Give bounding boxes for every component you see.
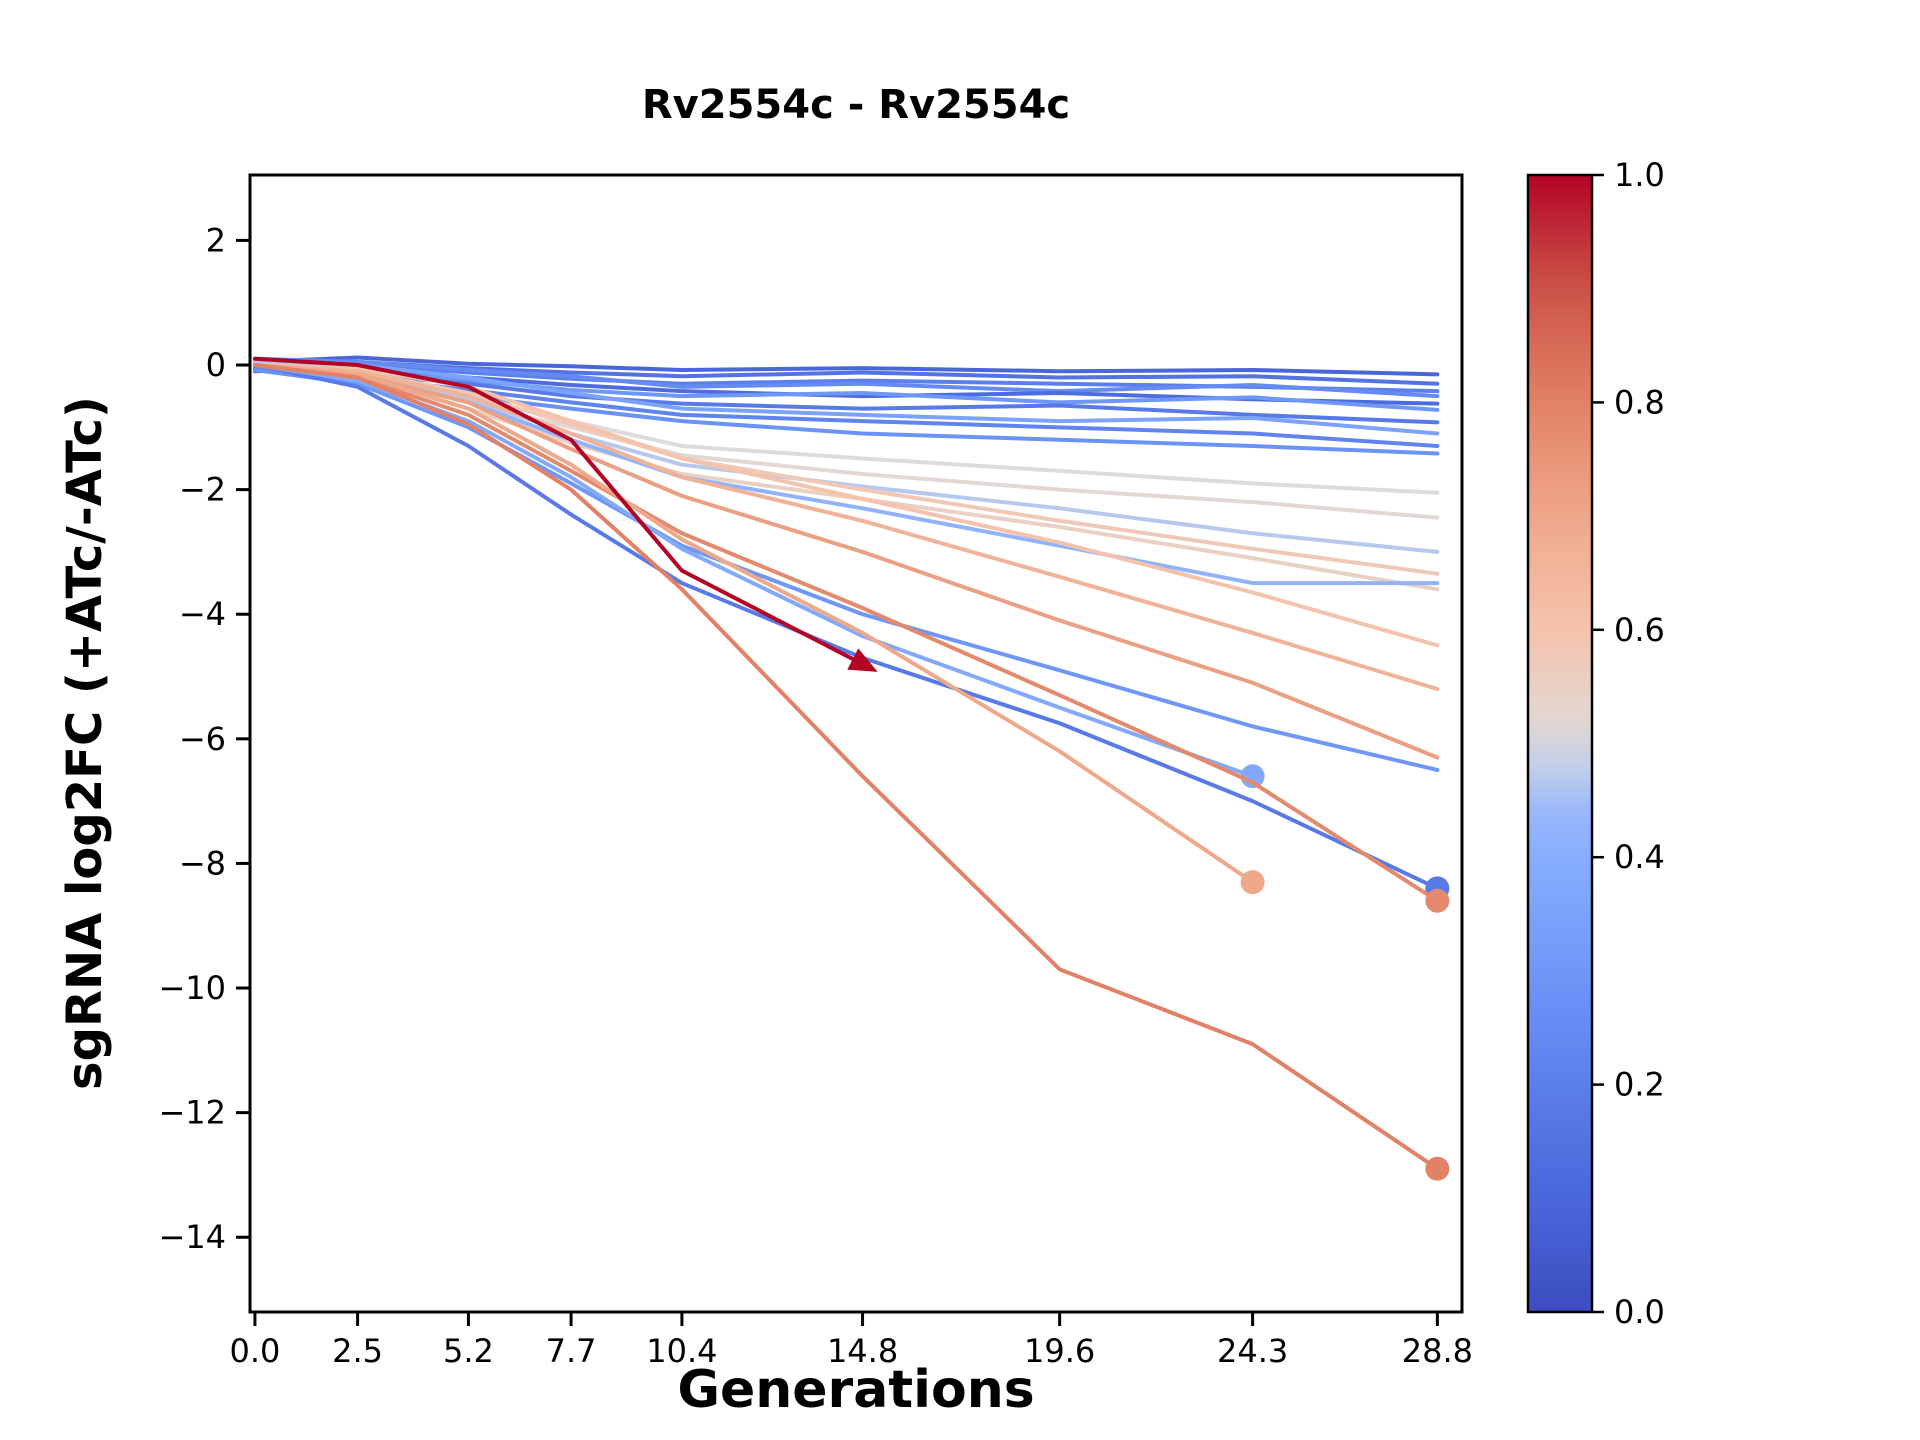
end-marker-circle (1425, 888, 1450, 913)
y-tick-label: 2 (206, 221, 226, 259)
series-line (252, 355, 1440, 377)
colorbar-border (1526, 173, 1594, 1314)
series-line (252, 356, 1440, 399)
y-tick-label: −4 (179, 595, 226, 633)
series-line (252, 363, 1440, 691)
y-tick-label: 0 (206, 346, 226, 384)
x-tick-label: 14.8 (827, 1332, 898, 1370)
colorbar-tick-label: 0.6 (1614, 611, 1665, 649)
axes-spines (248, 173, 1464, 1314)
y-axis-label: sgRNA log2FC (+ATc/-ATc) (57, 396, 113, 1090)
end-marker-triangle (847, 648, 878, 672)
series-line (252, 363, 1440, 903)
x-tick-label: 19.6 (1024, 1332, 1095, 1370)
colorbar-tick-label: 1.0 (1614, 156, 1665, 194)
end-marker-circle (1240, 764, 1265, 789)
x-tick-label: 28.8 (1402, 1332, 1473, 1370)
series-line (252, 356, 865, 667)
y-tick-label: −2 (179, 471, 226, 509)
x-tick-label: 5.2 (443, 1332, 494, 1370)
end-marker-circle (1240, 870, 1265, 895)
colorbar-tick-label: 0.2 (1614, 1066, 1665, 1104)
y-tick-label: −14 (158, 1218, 226, 1256)
colorbar-tick-label: 0.8 (1614, 383, 1665, 421)
colorbar-tick-label: 0.4 (1614, 838, 1665, 876)
series-line (252, 363, 1440, 772)
series-line (252, 363, 1255, 885)
y-tick-label: −12 (158, 1094, 226, 1132)
x-tick-label: 2.5 (332, 1332, 383, 1370)
x-tick-label: 0.0 (229, 1332, 280, 1370)
series-line (252, 359, 1440, 436)
y-tick-label: −8 (179, 844, 226, 882)
chart-title: Rv2554c - Rv2554c (641, 82, 1071, 128)
x-tick-label: 7.7 (546, 1332, 597, 1370)
y-tick-label: −10 (158, 969, 226, 1007)
series-line (252, 363, 1440, 891)
colorbar (1528, 175, 1592, 1312)
series-line (252, 363, 1440, 1171)
y-tick-label: −6 (179, 720, 226, 758)
x-axis-label: Generations (677, 1360, 1035, 1420)
x-tick-label: 24.3 (1217, 1332, 1288, 1370)
x-tick-label: 10.4 (646, 1332, 717, 1370)
colorbar-tick-label: 0.0 (1614, 1293, 1665, 1331)
series-line (252, 363, 1440, 648)
end-marker-circle (1425, 1156, 1450, 1181)
